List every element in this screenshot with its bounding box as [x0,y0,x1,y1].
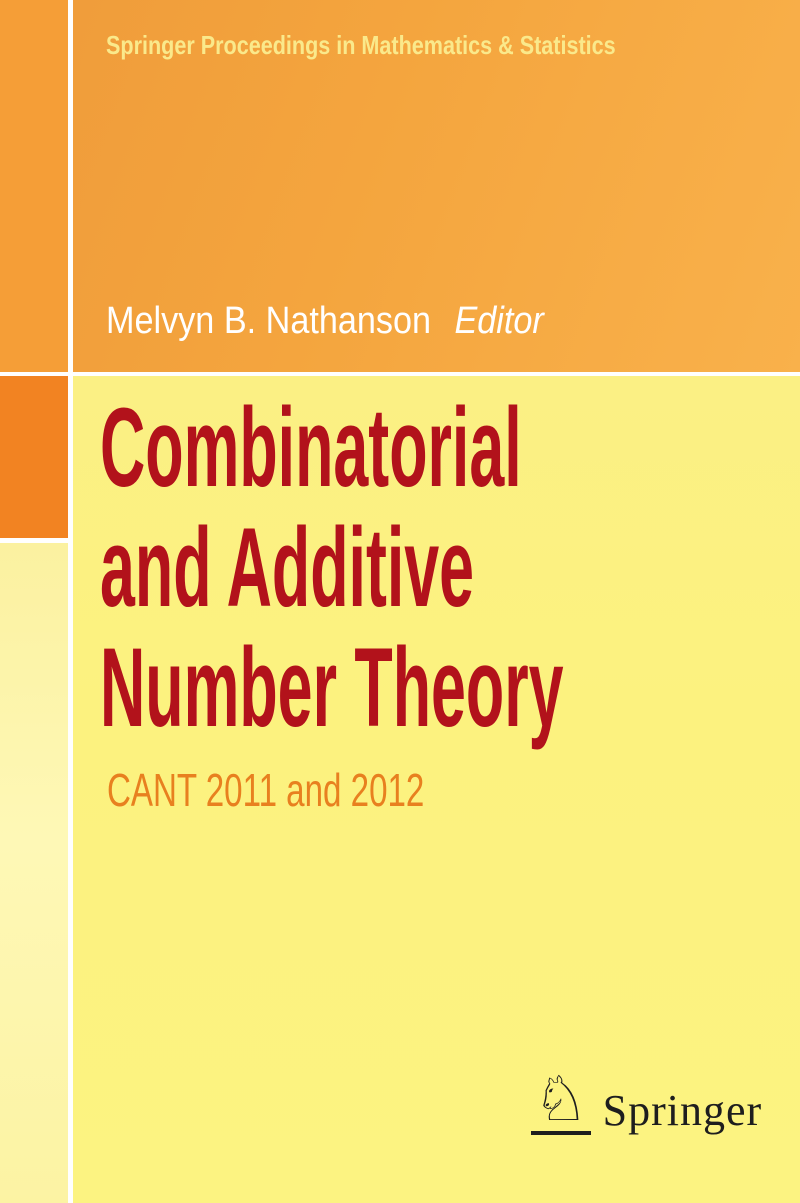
top-orange-band [0,0,800,372]
series-title: Springer Proceedings in Mathematics & St… [106,30,720,61]
yellow-body-panel [0,376,800,1203]
book-title-line-2: and Additive [100,505,475,630]
book-title-line-1: Combinatorial [100,385,522,510]
left-pale-yellow-column [0,543,68,1203]
left-column-white-gap [0,538,68,543]
series-title-text: Springer Proceedings in Mathematics & St… [106,30,616,60]
author-line: Melvyn B. Nathanson Editor [106,300,592,343]
publisher-name: Springer [602,1086,763,1136]
horizontal-white-divider [0,372,800,376]
author-name: Melvyn B. Nathanson [106,300,432,342]
publisher-logo: ♘ Springer [531,1062,763,1136]
springer-knight-icon: ♘ [531,1062,591,1136]
vertical-white-divider [68,0,73,1203]
author-role: Editor [454,300,544,342]
book-title-line-3: Number Theory [100,625,564,750]
top-left-orange-square [0,0,68,372]
book-subtitle: CANT 2011 and 2012 [107,764,425,816]
left-dark-orange-square [0,376,68,538]
